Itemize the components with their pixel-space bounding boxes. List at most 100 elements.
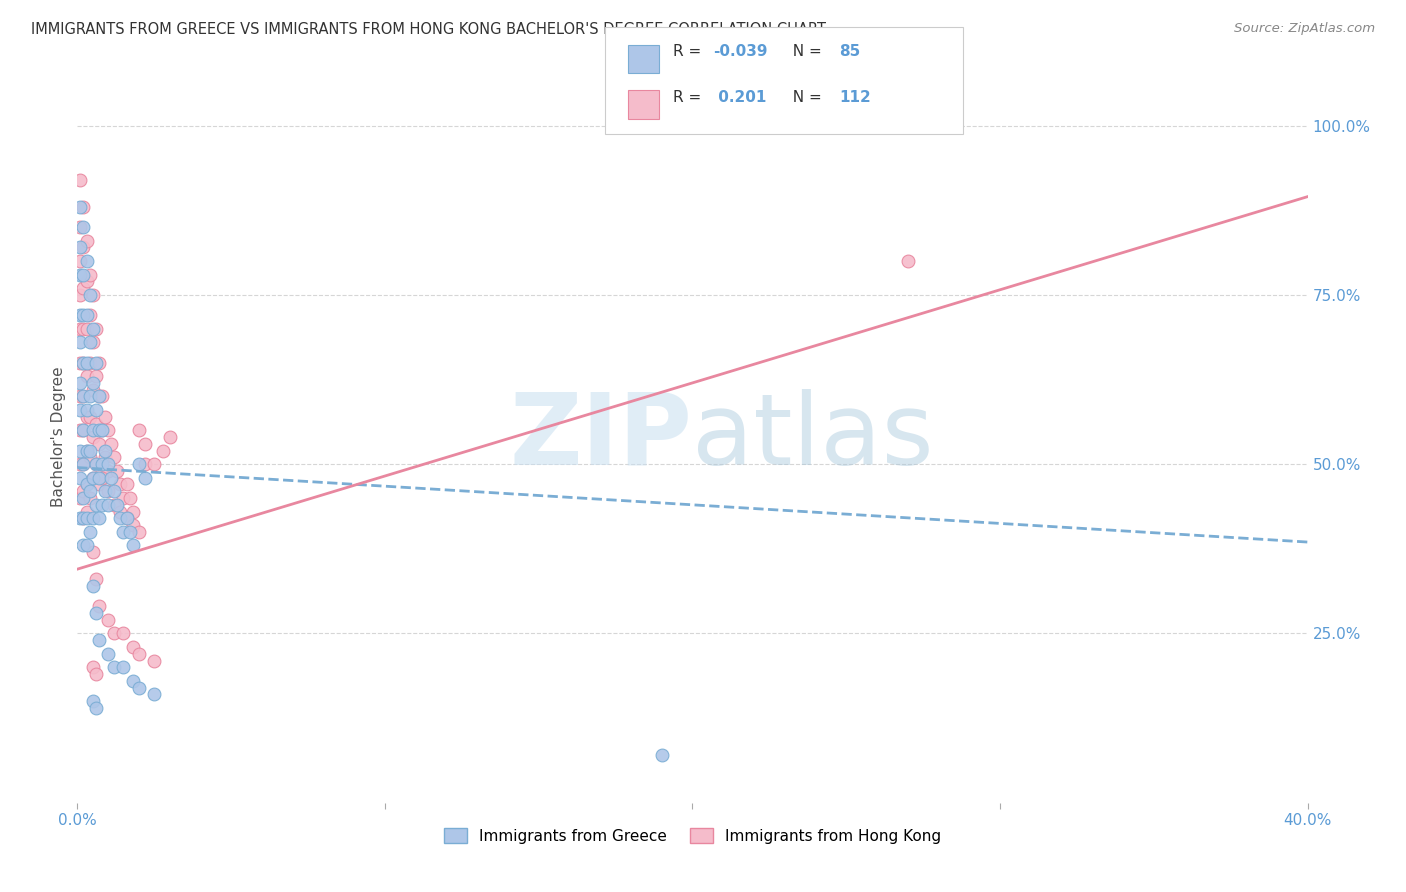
- Point: [87, 423, 110, 437]
- Point: [112, 524, 135, 539]
- Text: 112: 112: [839, 90, 872, 104]
- Point: [69, 389, 91, 403]
- Point: [76, 308, 98, 322]
- Point: [79, 409, 101, 424]
- Point: [79, 389, 101, 403]
- Point: [69, 308, 91, 322]
- Point: [72, 511, 94, 525]
- Point: [87, 477, 110, 491]
- Point: [90, 471, 114, 485]
- Text: atlas: atlas: [693, 389, 934, 485]
- Point: [79, 491, 101, 505]
- Point: [121, 505, 143, 519]
- Point: [69, 322, 91, 336]
- Point: [103, 626, 125, 640]
- Text: R =: R =: [673, 45, 707, 59]
- Text: Source: ZipAtlas.com: Source: ZipAtlas.com: [1234, 22, 1375, 36]
- Point: [87, 471, 110, 485]
- Point: [128, 681, 150, 695]
- Point: [72, 355, 94, 369]
- Point: [82, 423, 104, 437]
- Text: ZIP: ZIP: [509, 389, 693, 485]
- Point: [105, 498, 128, 512]
- Point: [143, 688, 166, 702]
- Point: [87, 355, 110, 369]
- Point: [97, 613, 120, 627]
- Point: [69, 511, 91, 525]
- Point: [84, 667, 107, 681]
- Point: [69, 240, 91, 254]
- Point: [128, 423, 150, 437]
- Point: [90, 389, 114, 403]
- Point: [128, 647, 150, 661]
- Point: [72, 457, 94, 471]
- Point: [121, 518, 143, 533]
- Point: [82, 579, 104, 593]
- Point: [69, 200, 91, 214]
- Point: [72, 281, 94, 295]
- Text: IMMIGRANTS FROM GREECE VS IMMIGRANTS FROM HONG KONG BACHELOR'S DEGREE CORRELATIO: IMMIGRANTS FROM GREECE VS IMMIGRANTS FRO…: [31, 22, 825, 37]
- Point: [94, 409, 117, 424]
- Point: [76, 505, 98, 519]
- Point: [84, 572, 107, 586]
- Point: [76, 538, 98, 552]
- Point: [69, 335, 91, 350]
- Text: 0.201: 0.201: [713, 90, 766, 104]
- Point: [76, 511, 98, 525]
- Point: [90, 423, 114, 437]
- Point: [69, 471, 91, 485]
- Point: [112, 660, 135, 674]
- Point: [79, 355, 101, 369]
- Point: [97, 498, 120, 512]
- Point: [69, 443, 91, 458]
- Point: [115, 511, 138, 525]
- Point: [87, 437, 110, 451]
- Point: [84, 457, 107, 471]
- Point: [121, 538, 143, 552]
- Point: [82, 545, 104, 559]
- Point: [84, 322, 107, 336]
- Point: [84, 417, 107, 431]
- Point: [94, 443, 117, 458]
- Point: [76, 254, 98, 268]
- Point: [97, 464, 120, 478]
- Point: [110, 511, 132, 525]
- Point: [103, 660, 125, 674]
- Point: [69, 403, 91, 417]
- Point: [82, 694, 104, 708]
- Point: [82, 471, 104, 485]
- Point: [72, 423, 94, 437]
- Point: [79, 268, 101, 282]
- Y-axis label: Bachelor's Degree: Bachelor's Degree: [51, 367, 66, 508]
- Point: [97, 484, 120, 499]
- Point: [69, 288, 91, 302]
- Point: [121, 640, 143, 654]
- Point: [76, 234, 98, 248]
- Text: N =: N =: [783, 90, 827, 104]
- Point: [84, 355, 107, 369]
- Point: [72, 457, 94, 471]
- Point: [72, 389, 94, 403]
- Point: [76, 477, 98, 491]
- Point: [84, 403, 107, 417]
- Point: [82, 376, 104, 390]
- Point: [159, 430, 181, 444]
- Point: [118, 491, 141, 505]
- Point: [97, 457, 120, 471]
- Point: [115, 511, 138, 525]
- Point: [112, 491, 135, 505]
- Point: [87, 633, 110, 648]
- Point: [69, 268, 91, 282]
- Point: [79, 308, 101, 322]
- Point: [76, 355, 98, 369]
- Point: [69, 423, 91, 437]
- Point: [79, 524, 101, 539]
- Point: [105, 464, 128, 478]
- Text: N =: N =: [783, 45, 827, 59]
- Point: [94, 450, 117, 465]
- Point: [82, 430, 104, 444]
- Point: [84, 369, 107, 384]
- Point: [72, 268, 94, 282]
- Text: R =: R =: [673, 90, 707, 104]
- Point: [82, 511, 104, 525]
